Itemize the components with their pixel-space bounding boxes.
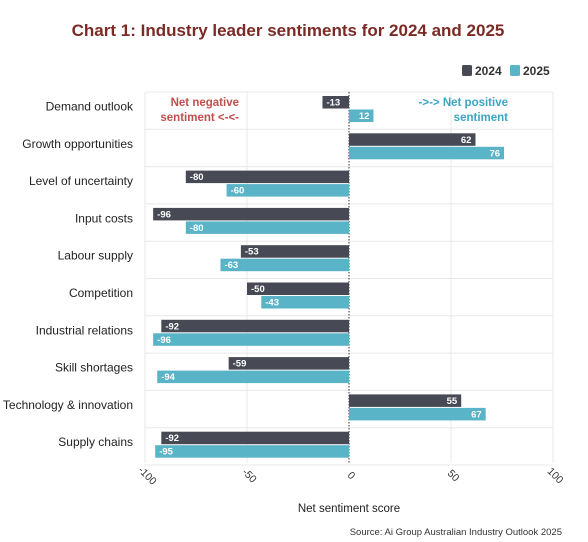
bar-value-label: -92	[165, 321, 179, 332]
bar-2025	[349, 407, 486, 421]
bar-2025	[261, 296, 349, 309]
annotation-positive-line2: sentiment	[454, 112, 508, 124]
bar-2025	[185, 221, 349, 234]
bar-2025	[349, 146, 505, 160]
x-tick-label: 0	[345, 470, 358, 483]
annotation-negative-line1: Net negative	[171, 97, 239, 109]
bar-value-label: -43	[265, 298, 279, 309]
annotation-positive-line1: ->-> Net positive	[419, 97, 508, 109]
bar-2024	[240, 245, 349, 258]
category-label: Growth opportunities	[22, 137, 133, 151]
x-tick-label: -50	[240, 466, 259, 485]
bar-value-label: 67	[471, 409, 482, 420]
bar-value-labels: -13 12 62 76 -80 -60 -96 -80 -53 -63 -50-43 -92 -96 -…	[157, 98, 500, 458]
bar-value-label: -59	[233, 359, 247, 370]
bars	[153, 96, 505, 458]
bar-value-label: 55	[447, 396, 458, 407]
bar-2024	[349, 394, 462, 407]
bar-2024	[228, 357, 349, 370]
category-label: Labour supply	[58, 249, 133, 263]
annotation-positive: ->-> Net positive sentiment	[419, 97, 509, 124]
bar-2024	[161, 431, 349, 445]
annotation-negative-line2: sentiment <-<-	[160, 112, 239, 124]
bar-2024	[247, 282, 349, 295]
bar-2025	[220, 258, 349, 272]
category-label: Level of uncertainty	[29, 174, 133, 188]
category-label: Competition	[69, 286, 133, 300]
bar-value-label: -96	[157, 209, 171, 220]
bar-2025	[226, 184, 349, 197]
legend-label-2025: 2025	[523, 64, 550, 78]
bar-2024	[153, 207, 349, 221]
category-label: Skill shortages	[55, 361, 133, 375]
legend: 2024 2025	[462, 64, 550, 78]
bar-value-label: -13	[326, 98, 340, 109]
bar-2024	[349, 133, 476, 146]
category-label: Supply chains	[58, 435, 133, 449]
bar-2025	[155, 445, 349, 458]
bar-value-label: -60	[231, 186, 245, 197]
legend-swatch-2024	[462, 65, 472, 76]
category-label: Technology & innovation	[3, 398, 133, 412]
bar-2025	[349, 109, 374, 122]
category-label: Demand outlook	[46, 100, 134, 114]
category-label: Industrial relations	[36, 323, 133, 337]
chart-title: Chart 1: Industry leader sentiments for …	[72, 21, 505, 40]
bar-value-label: 12	[359, 111, 370, 122]
source-note: Source: Ai Group Australian Industry Out…	[350, 527, 562, 538]
x-tick-label: -100	[135, 464, 158, 487]
bar-value-label: -95	[159, 447, 173, 458]
x-tick-label: 50	[445, 468, 462, 485]
x-axis-ticks: -100 -50 0 50 100	[135, 464, 565, 487]
bar-value-label: -63	[224, 260, 238, 271]
bar-2025	[153, 333, 349, 346]
legend-swatch-2025	[510, 65, 520, 76]
bar-value-label: -92	[165, 433, 179, 444]
bar-value-label: -53	[245, 247, 259, 258]
bar-value-label: 76	[489, 148, 500, 159]
bar-2024	[185, 170, 349, 184]
x-tick-label: 100	[545, 465, 566, 486]
bar-value-label: -94	[161, 372, 175, 383]
category-label: Input costs	[75, 211, 133, 225]
bar-value-label: -80	[190, 223, 204, 234]
category-labels: Demand outlook Growth opportunities Level …	[3, 100, 134, 450]
bar-value-label: -50	[251, 284, 265, 295]
bar-2024	[322, 96, 349, 109]
legend-label-2024: 2024	[475, 64, 502, 78]
bar-value-label: 62	[461, 135, 472, 146]
bar-2025	[157, 370, 349, 384]
bar-value-label: -96	[157, 335, 171, 346]
annotation-negative: Net negative sentiment <-<-	[160, 97, 239, 124]
bar-2024	[161, 319, 349, 333]
bar-value-label: -80	[190, 172, 204, 183]
x-axis-label: Net sentiment score	[298, 503, 400, 515]
